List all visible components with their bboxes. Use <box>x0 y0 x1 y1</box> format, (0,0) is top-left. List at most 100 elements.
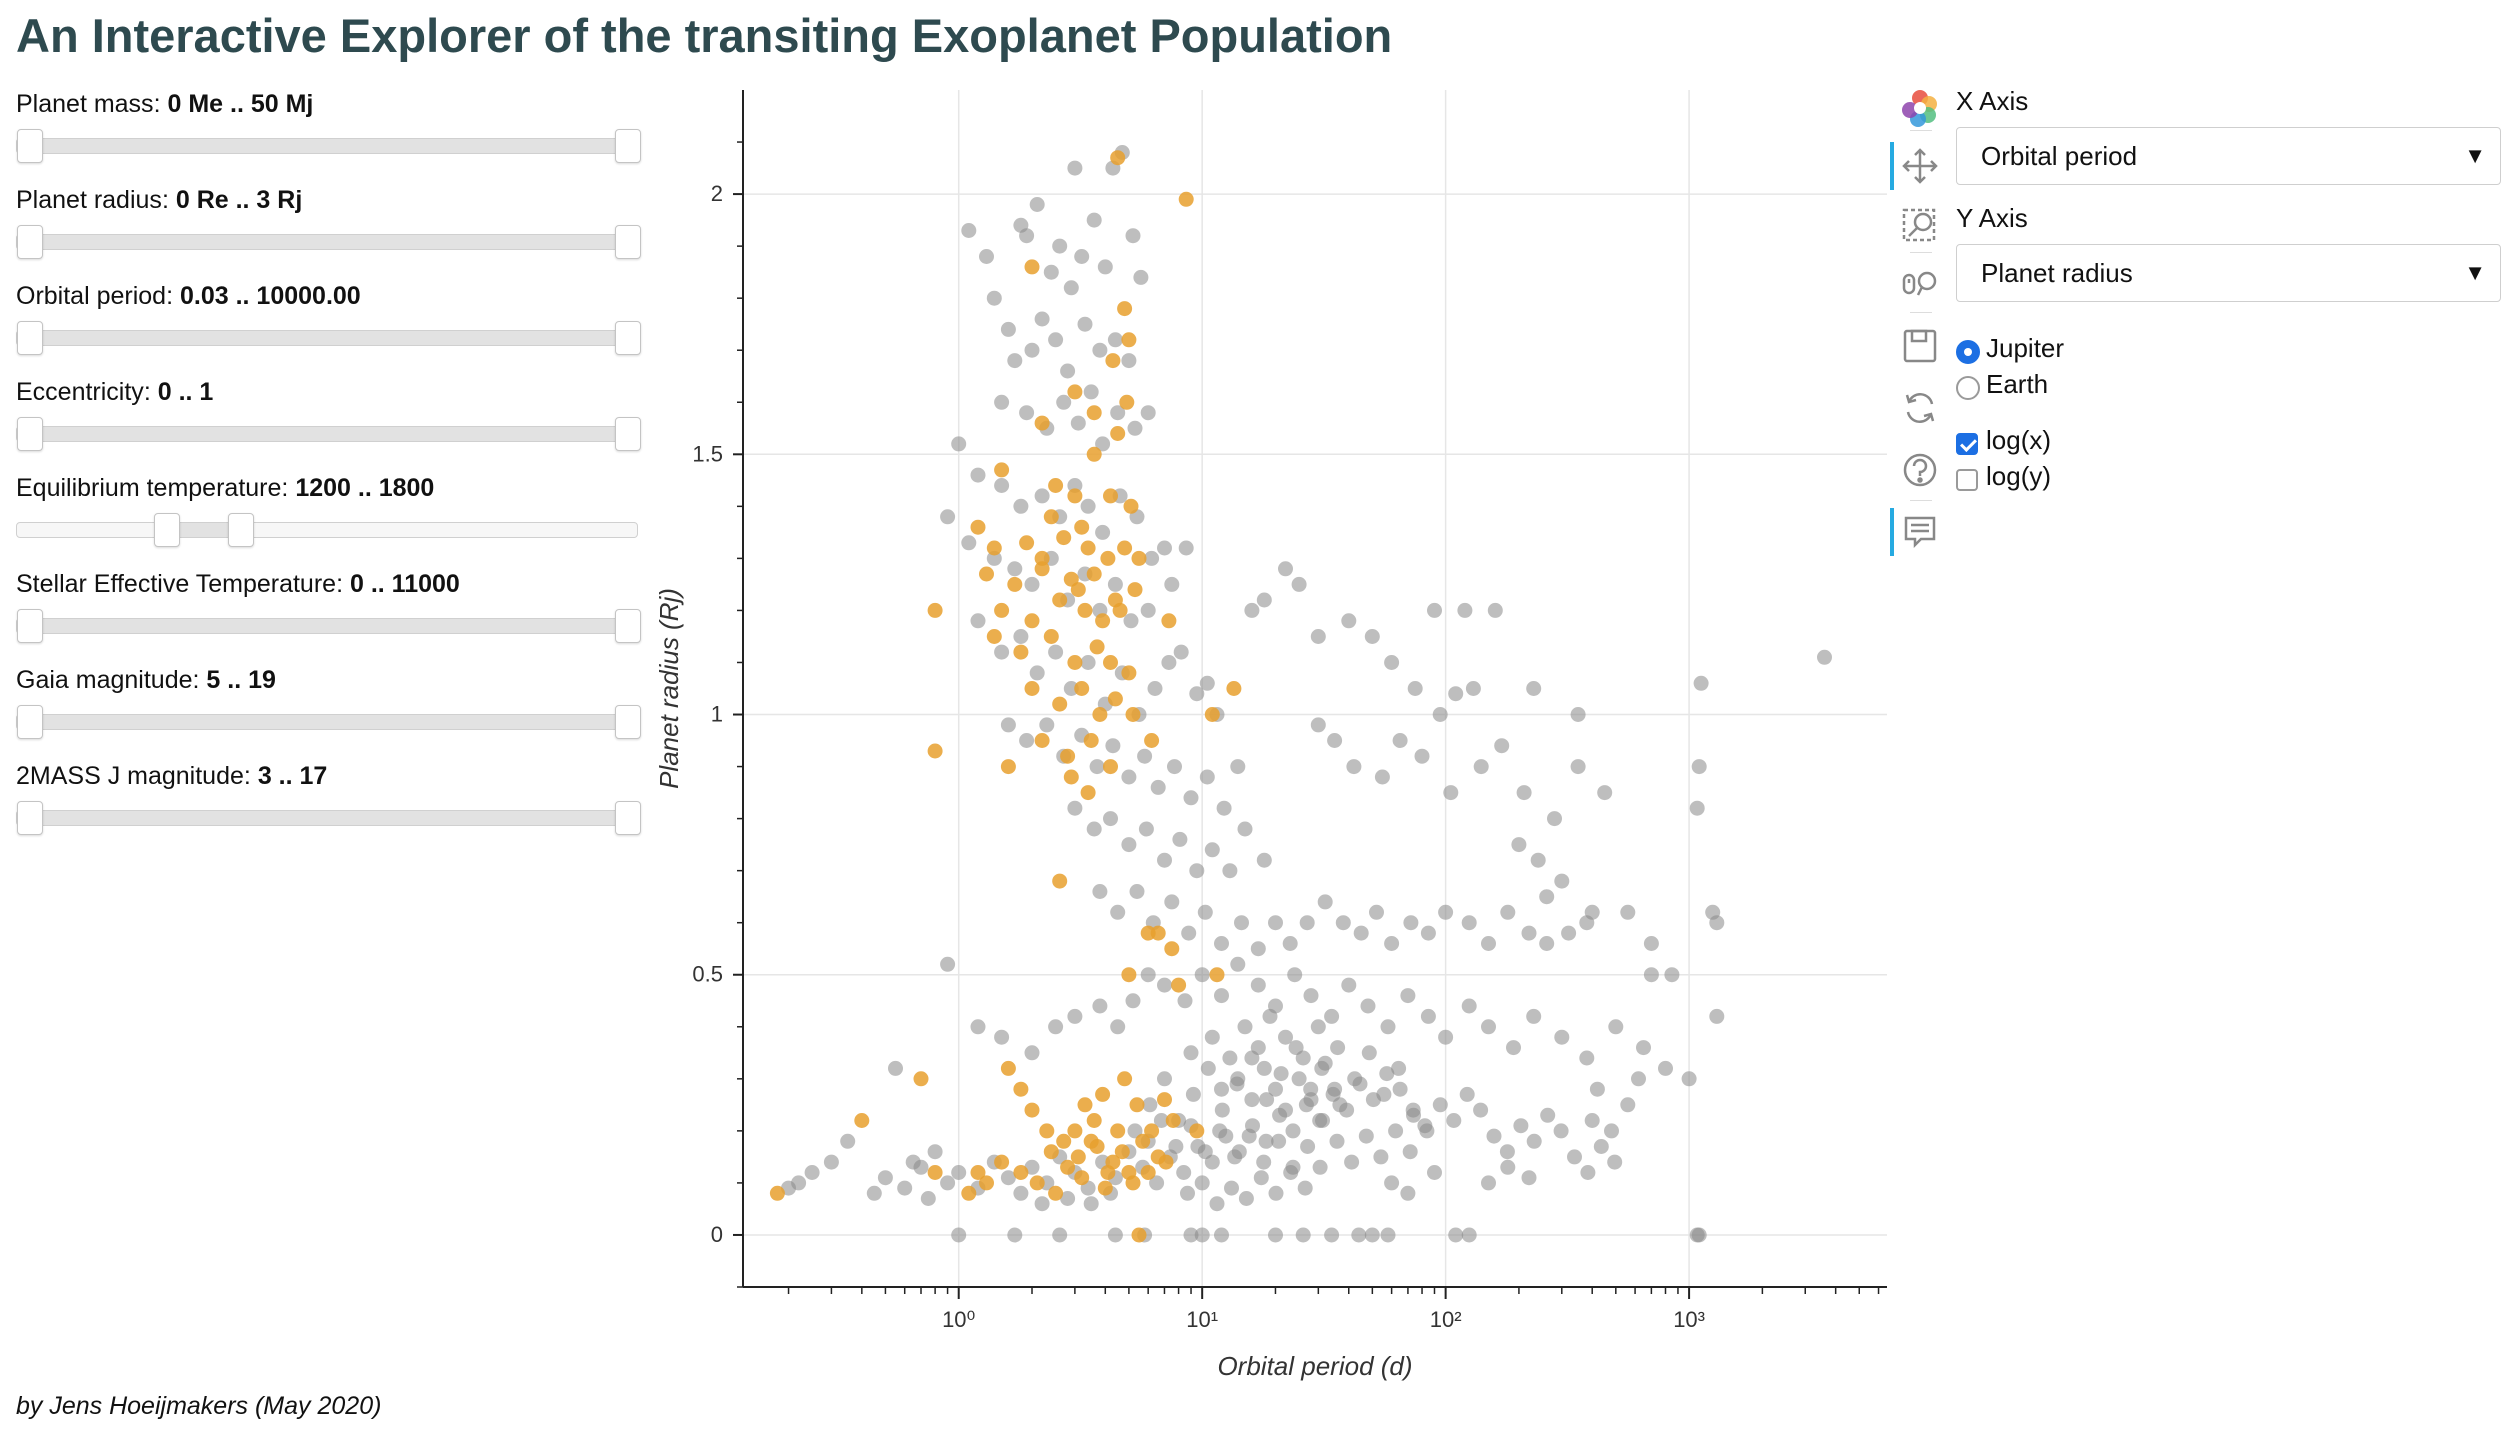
y-axis-select[interactable]: Planet radius ▼ <box>1956 244 2501 302</box>
data-point[interactable] <box>1580 1165 1596 1180</box>
data-point[interactable] <box>1597 785 1613 801</box>
data-point-highlight[interactable] <box>1056 530 1072 546</box>
data-point[interactable] <box>1380 1019 1396 1035</box>
slider-track[interactable] <box>16 225 641 259</box>
data-point[interactable] <box>1278 1029 1293 1045</box>
data-point[interactable] <box>1107 1227 1123 1243</box>
data-point[interactable] <box>1388 1123 1404 1139</box>
data-point[interactable] <box>1287 967 1303 983</box>
data-point[interactable] <box>1379 1066 1395 1082</box>
slider-max-handle[interactable] <box>615 417 641 451</box>
data-point[interactable] <box>1273 1066 1289 1082</box>
data-point-highlight[interactable] <box>927 602 943 618</box>
data-point-highlight[interactable] <box>1034 550 1050 566</box>
data-point-highlight[interactable] <box>854 1113 870 1128</box>
data-point[interactable] <box>1121 769 1137 785</box>
data-point-highlight[interactable] <box>1131 550 1147 566</box>
data-point[interactable] <box>1432 707 1448 722</box>
data-point-highlight[interactable] <box>1107 691 1123 707</box>
data-point[interactable] <box>1705 904 1721 920</box>
data-point[interactable] <box>1214 1227 1229 1243</box>
data-point[interactable] <box>1034 488 1050 504</box>
data-point-highlight[interactable] <box>1043 1144 1059 1160</box>
data-point[interactable] <box>1070 415 1086 431</box>
data-point[interactable] <box>804 1165 820 1180</box>
data-point-highlight[interactable] <box>1103 759 1118 775</box>
data-point[interactable] <box>1353 925 1369 941</box>
data-point-highlight[interactable] <box>1095 1086 1111 1102</box>
data-point[interactable] <box>1052 238 1068 254</box>
data-point[interactable] <box>1105 738 1121 754</box>
data-point[interactable] <box>1013 1185 1029 1201</box>
data-point[interactable] <box>951 1165 967 1180</box>
data-point[interactable] <box>1554 1029 1570 1045</box>
data-point[interactable] <box>1364 629 1380 644</box>
data-point-highlight[interactable] <box>1150 925 1166 941</box>
slider-min-handle[interactable] <box>17 609 43 643</box>
data-point[interactable] <box>1080 498 1096 514</box>
data-point[interactable] <box>1180 1185 1195 1201</box>
data-point[interactable] <box>940 956 956 972</box>
data-point-highlight[interactable] <box>1024 1102 1040 1118</box>
data-point[interactable] <box>1643 967 1659 983</box>
data-point[interactable] <box>1681 1071 1697 1087</box>
data-point[interactable] <box>1164 576 1180 592</box>
data-point[interactable] <box>1539 936 1555 951</box>
data-point-highlight[interactable] <box>986 540 1002 556</box>
data-point-highlight[interactable] <box>1144 1123 1160 1139</box>
data-point-highlight[interactable] <box>1178 191 1194 207</box>
data-point[interactable] <box>1473 759 1489 775</box>
data-point[interactable] <box>1414 748 1430 764</box>
data-point-highlight[interactable] <box>1052 873 1068 889</box>
data-point[interactable] <box>1189 863 1205 879</box>
data-point-highlight[interactable] <box>1063 769 1079 785</box>
data-point[interactable] <box>1332 1097 1348 1113</box>
data-point-highlight[interactable] <box>1067 655 1083 670</box>
data-point[interactable] <box>1347 1071 1363 1087</box>
data-point[interactable] <box>1157 852 1172 868</box>
data-point-highlight[interactable] <box>1060 748 1076 764</box>
data-point[interactable] <box>1052 1227 1068 1243</box>
data-point[interactable] <box>1499 1144 1515 1160</box>
data-point[interactable] <box>1291 576 1307 592</box>
data-point[interactable] <box>1658 1060 1673 1076</box>
radio-button[interactable] <box>1956 376 1980 400</box>
data-point-highlight[interactable] <box>1117 1071 1133 1087</box>
data-point-highlight[interactable] <box>1070 582 1086 598</box>
data-point[interactable] <box>1043 264 1059 280</box>
data-point[interactable] <box>1237 1019 1253 1035</box>
save-icon[interactable] <box>1890 318 1950 374</box>
data-point[interactable] <box>840 1133 856 1149</box>
data-point[interactable] <box>1107 576 1123 592</box>
data-point-highlight[interactable] <box>1095 613 1111 629</box>
data-point[interactable] <box>1121 837 1137 853</box>
data-point-highlight[interactable] <box>1086 566 1102 582</box>
data-point[interactable] <box>1310 629 1326 644</box>
data-point-highlight[interactable] <box>1086 405 1102 421</box>
data-point-highlight[interactable] <box>1100 550 1116 566</box>
data-point[interactable] <box>1459 1086 1475 1102</box>
data-point-highlight[interactable] <box>1150 1149 1166 1165</box>
data-point[interactable] <box>1297 1180 1313 1196</box>
data-point[interactable] <box>1019 733 1035 748</box>
data-point[interactable] <box>1147 681 1163 696</box>
data-point[interactable] <box>1344 1154 1360 1170</box>
data-point[interactable] <box>986 550 1002 566</box>
data-point[interactable] <box>1427 602 1442 618</box>
data-point-highlight[interactable] <box>1007 576 1023 592</box>
data-point-highlight[interactable] <box>1043 629 1059 644</box>
data-point[interactable] <box>1448 686 1464 702</box>
data-point[interactable] <box>970 1019 986 1035</box>
data-point[interactable] <box>1481 1019 1496 1035</box>
data-point[interactable] <box>1526 681 1542 696</box>
data-point[interactable] <box>1268 1227 1283 1243</box>
data-point[interactable] <box>1607 1154 1623 1170</box>
data-point[interactable] <box>1039 717 1055 733</box>
help-icon[interactable] <box>1890 442 1950 498</box>
data-point[interactable] <box>1285 1159 1301 1175</box>
slider-track[interactable] <box>16 321 641 355</box>
data-point[interactable] <box>1256 592 1272 608</box>
data-point[interactable] <box>1310 1019 1326 1035</box>
data-point[interactable] <box>940 509 956 525</box>
data-point[interactable] <box>1048 1019 1064 1035</box>
